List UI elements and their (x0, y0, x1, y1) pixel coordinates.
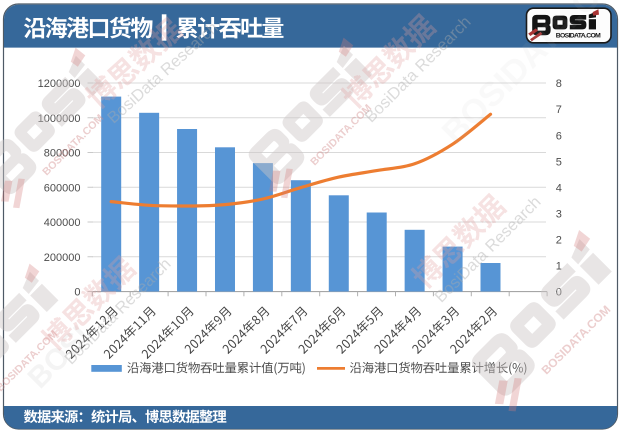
svg-text:7: 7 (556, 104, 562, 116)
svg-text:4: 4 (556, 182, 562, 194)
svg-text:2: 2 (556, 235, 562, 247)
svg-text:400000: 400000 (44, 217, 81, 229)
svg-text:600000: 600000 (44, 182, 81, 194)
svg-text:1: 1 (556, 261, 562, 273)
svg-text:200000: 200000 (44, 252, 81, 264)
svg-text:8: 8 (556, 78, 562, 90)
svg-text:5: 5 (556, 156, 562, 168)
svg-text:6: 6 (556, 130, 562, 142)
svg-text:0: 0 (74, 287, 80, 299)
svg-text:800000: 800000 (44, 148, 81, 160)
svg-text:BOSIDATA.COM: BOSIDATA.COM (556, 33, 601, 40)
svg-text:3: 3 (556, 208, 562, 220)
